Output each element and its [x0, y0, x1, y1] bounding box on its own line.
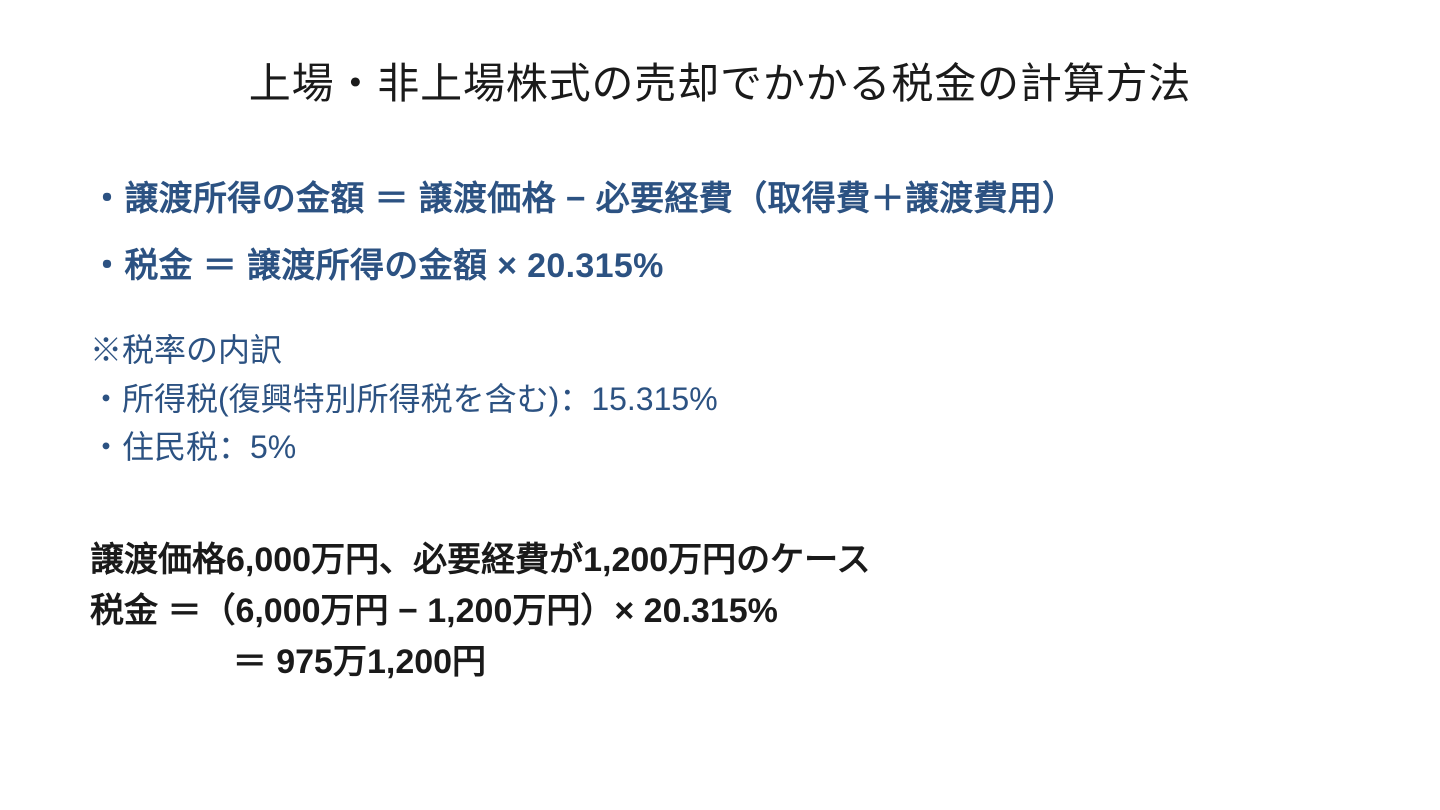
formula-capital-gain: ・譲渡所得の金額 ＝ 譲渡価格 − 必要経費（取得費＋譲渡費用）: [90, 171, 1350, 220]
example-case: 譲渡価格6,000万円、必要経費が1,200万円のケース: [90, 535, 1350, 586]
example-formula: 税金 ＝（6,000万円 − 1,200万円）× 20.315%: [90, 586, 1350, 637]
breakdown-resident-tax: ・住民税：5%: [90, 423, 1350, 471]
tax-rate-breakdown: ※税率の内訳 ・所得税(復興特別所得税を含む)：15.315% ・住民税：5%: [90, 325, 1350, 471]
breakdown-income-tax: ・所得税(復興特別所得税を含む)：15.315%: [90, 375, 1350, 423]
example-calculation: 譲渡価格6,000万円、必要経費が1,200万円のケース 税金 ＝（6,000万…: [90, 535, 1350, 688]
formula-tax: ・税金 ＝ 譲渡所得の金額 × 20.315%: [90, 238, 1350, 287]
page-title: 上場・非上場株式の売却でかかる税金の計算方法: [90, 50, 1350, 111]
breakdown-heading: ※税率の内訳: [90, 325, 1350, 371]
example-result: ＝ 975万1,200円: [90, 637, 1350, 688]
